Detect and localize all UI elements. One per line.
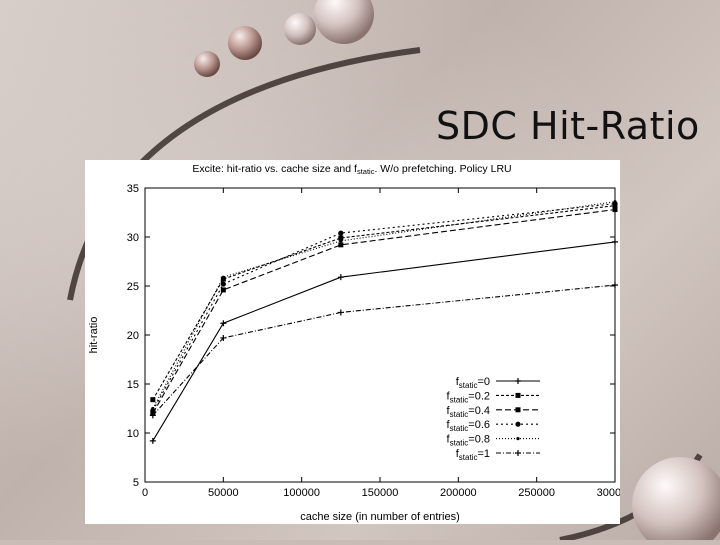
data-point [338, 230, 344, 236]
x-tick-label: 200000 [440, 487, 477, 499]
data-point [220, 320, 227, 327]
y-tick-label: 20 [127, 330, 139, 342]
legend-label: fstatic=0.4 [447, 405, 490, 419]
data-point [515, 407, 521, 413]
data-point [151, 406, 155, 411]
data-point [338, 235, 344, 241]
x-tick-label: 300000 [597, 487, 620, 499]
data-point [221, 275, 225, 279]
chart-title-rest: . W/o prefetching. Policy LRU [374, 163, 511, 175]
plot-frame [144, 187, 616, 483]
decorative-sphere [194, 51, 220, 77]
data-point [149, 437, 156, 444]
series-line [152, 284, 616, 416]
y-tick-label: 5 [133, 477, 139, 489]
data-point [220, 281, 226, 287]
data-point [338, 242, 344, 248]
series-line-group [150, 207, 618, 416]
data-point [515, 392, 521, 398]
slide-title: SDC Hit-Ratio [436, 104, 700, 148]
data-point [150, 397, 156, 403]
data-point [220, 276, 226, 282]
x-tick-label: 50000 [208, 487, 239, 499]
data-point [515, 378, 521, 384]
legend-label: fstatic=0.6 [447, 419, 490, 433]
series-line [152, 201, 616, 409]
legend: fstatic=0fstatic=0.2fstatic=0.4fstatic=0… [447, 376, 540, 462]
axes: 5 10 15 20 25 30 35 0 50000 100000 150000 200000 250… [127, 183, 620, 499]
series-line-group [149, 238, 618, 444]
legend-label: fstatic=1 [456, 448, 490, 462]
data-point [220, 334, 227, 341]
data-point [516, 437, 520, 441]
x-tick-label: 100000 [283, 487, 320, 499]
x-axis-label: cache size (in number of entries) [300, 511, 460, 523]
y-axis-label: hit-ratio [88, 317, 100, 354]
data-point [220, 287, 226, 293]
series-line [152, 203, 616, 411]
x-tick-label: 250000 [518, 487, 555, 499]
data-point [612, 238, 618, 245]
decorative-sphere [228, 26, 262, 60]
line-chart: Excite: hit-ratio vs. cache size and fst… [88, 163, 620, 523]
y-tick-label: 15 [127, 379, 139, 391]
data-point [515, 421, 521, 427]
y-tick-label: 30 [127, 232, 139, 244]
x-tick-label: 150000 [362, 487, 399, 499]
series-line-group [150, 203, 618, 403]
series-line-group [149, 282, 618, 419]
legend-label: fstatic=0.2 [447, 390, 490, 404]
legend-label: fstatic=0.8 [447, 434, 490, 448]
data-point [337, 274, 344, 281]
data-point [612, 207, 618, 213]
legend-label: fstatic=0 [456, 376, 490, 390]
data-point [149, 412, 156, 419]
chart-panel: Excite: hit-ratio vs. cache size and fst… [85, 160, 620, 524]
series-layer [149, 200, 618, 444]
series-line-group [151, 200, 617, 411]
data-point [613, 200, 617, 204]
decorative-sphere [632, 457, 720, 545]
data-point [515, 450, 521, 456]
y-tick-label: 35 [127, 183, 139, 195]
chart-title-subscript: static [357, 167, 375, 176]
data-point [612, 282, 618, 289]
data-point [339, 239, 343, 243]
chart-title: Excite: hit-ratio vs. cache size and fst… [192, 163, 511, 176]
y-tick-label: 10 [127, 428, 139, 440]
series-line [152, 209, 616, 414]
chart-title-main: Excite: hit-ratio vs. cache size and f [192, 163, 357, 175]
y-tick-label: 25 [127, 281, 139, 293]
decorative-sphere [314, 0, 374, 44]
decorative-sphere [284, 13, 316, 45]
series-line [152, 241, 616, 442]
data-point [337, 309, 344, 316]
x-tick-label: 0 [142, 487, 148, 499]
